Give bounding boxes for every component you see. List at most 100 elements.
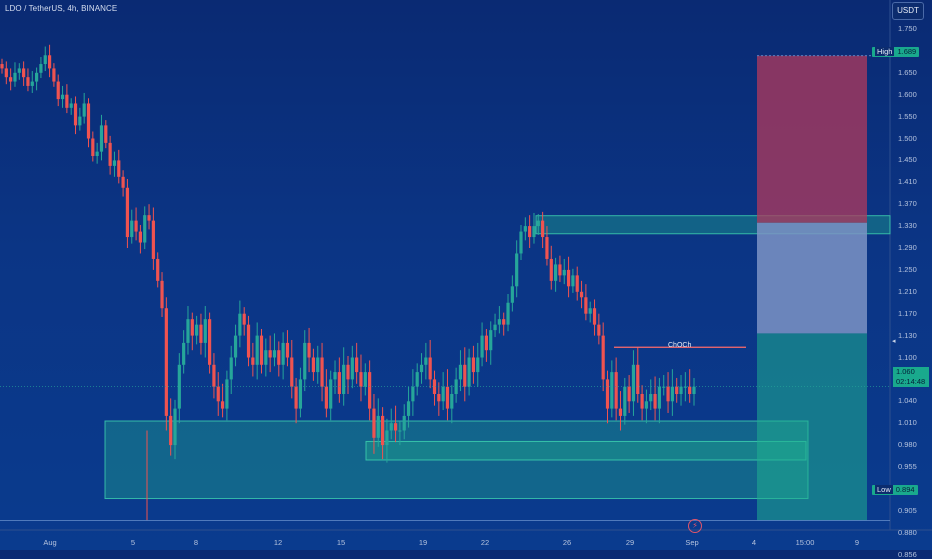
candle-body xyxy=(147,215,151,221)
candle-body xyxy=(480,335,484,358)
y-tick-label: 1.330 xyxy=(898,221,917,231)
candle-body xyxy=(575,275,579,292)
y-tick-label: 1.550 xyxy=(898,111,917,121)
candle-body xyxy=(268,350,272,358)
candle-body xyxy=(225,379,229,409)
y-tick-label: 1.100 xyxy=(898,352,917,362)
candle-body xyxy=(329,379,333,409)
candle-body xyxy=(497,319,501,325)
candle-body xyxy=(657,386,661,409)
candle-body xyxy=(489,330,493,351)
candle-body xyxy=(549,258,553,281)
candle-body xyxy=(467,357,471,387)
x-tick-label: 26 xyxy=(562,538,572,547)
x-tick-label: 15:00 xyxy=(795,538,815,547)
candle-body xyxy=(562,269,566,276)
candle-body xyxy=(186,319,190,343)
y-tick-label: 0.905 xyxy=(898,505,917,515)
choch-annotation: ChOCh xyxy=(668,342,692,349)
candle-body xyxy=(541,220,545,238)
candle-body xyxy=(363,372,367,387)
x-tick-label: 22 xyxy=(480,538,490,547)
candle-body xyxy=(108,142,112,166)
gridlines xyxy=(0,0,932,531)
stop-zone xyxy=(757,333,867,521)
candle-body xyxy=(523,226,527,232)
candle-body xyxy=(385,430,389,446)
candle-body xyxy=(627,386,631,402)
flash-icon[interactable]: ⚡ xyxy=(688,519,702,533)
candle-body xyxy=(220,401,225,409)
x-tick-label: Aug xyxy=(43,538,57,547)
candle-body xyxy=(151,220,155,259)
candle-body xyxy=(78,116,82,126)
candle-body xyxy=(566,269,571,287)
candle-body xyxy=(177,364,181,409)
candle-body xyxy=(350,357,354,380)
candle-body xyxy=(246,324,251,358)
candle-body xyxy=(337,372,341,394)
y-tick-label: 1.450 xyxy=(898,155,917,165)
x-tick-label: 9 xyxy=(854,538,860,547)
candle-body xyxy=(592,308,597,325)
candle-body xyxy=(259,335,264,365)
candle-body xyxy=(683,386,687,388)
candle-body xyxy=(156,258,160,281)
candle-body xyxy=(424,357,428,365)
candle-body xyxy=(441,386,445,402)
y-tick-label: 0.955 xyxy=(898,462,917,471)
overlay-layer xyxy=(0,55,890,521)
candle-body xyxy=(86,103,91,139)
x-tick-label: 19 xyxy=(418,538,428,547)
currency-button[interactable]: USDT xyxy=(892,2,924,20)
candle-body xyxy=(52,68,56,82)
candle-body xyxy=(22,68,26,78)
candle-body xyxy=(411,386,415,402)
y-tick-label: 1.130 xyxy=(898,330,917,340)
candle-body xyxy=(402,415,406,431)
candle-body xyxy=(476,357,480,373)
candle-body xyxy=(35,72,39,82)
candle-body xyxy=(56,81,60,100)
candle-body xyxy=(9,77,13,82)
y-tick-label: 1.040 xyxy=(898,396,917,406)
y-tick-label: 1.170 xyxy=(898,308,917,318)
candle-body xyxy=(255,335,259,365)
candle-body xyxy=(342,364,346,394)
candle-body xyxy=(510,286,514,303)
candle-body xyxy=(545,237,549,259)
candle-body xyxy=(428,357,432,380)
candle-body xyxy=(359,372,363,387)
candle-body xyxy=(432,379,437,394)
candle-body xyxy=(39,64,43,73)
candle-body xyxy=(614,372,618,409)
candle-body xyxy=(398,430,402,432)
candle-body xyxy=(298,379,303,409)
candle-body xyxy=(69,103,73,108)
candle-body xyxy=(675,386,679,394)
candle-body xyxy=(679,386,683,394)
candle-body xyxy=(264,350,268,365)
candle-body xyxy=(4,68,8,78)
y-tick-label: 1.210 xyxy=(898,286,917,296)
candle-body xyxy=(190,319,194,336)
candle-body xyxy=(294,386,298,409)
candle-body xyxy=(623,386,627,416)
chart-title: LDO / TetherUS, 4h, BINANCE xyxy=(5,4,118,13)
candle-body xyxy=(285,342,290,358)
candle-body xyxy=(419,364,424,373)
candle-body xyxy=(579,291,584,298)
y-tick-label: 1.600 xyxy=(898,89,917,99)
candle-body xyxy=(437,394,441,402)
y-tick-label: 1.250 xyxy=(898,264,917,274)
x-tick-label: 15 xyxy=(336,538,346,547)
candle-body xyxy=(662,386,666,388)
candle-body xyxy=(653,394,657,409)
candle-body xyxy=(484,335,488,351)
cursor-icon: ◂ xyxy=(892,338,896,345)
x-tick-label: 12 xyxy=(273,538,283,547)
candle-body xyxy=(134,220,138,232)
candle-body xyxy=(199,324,203,343)
candle-body xyxy=(169,415,173,446)
candle-body xyxy=(649,394,653,402)
